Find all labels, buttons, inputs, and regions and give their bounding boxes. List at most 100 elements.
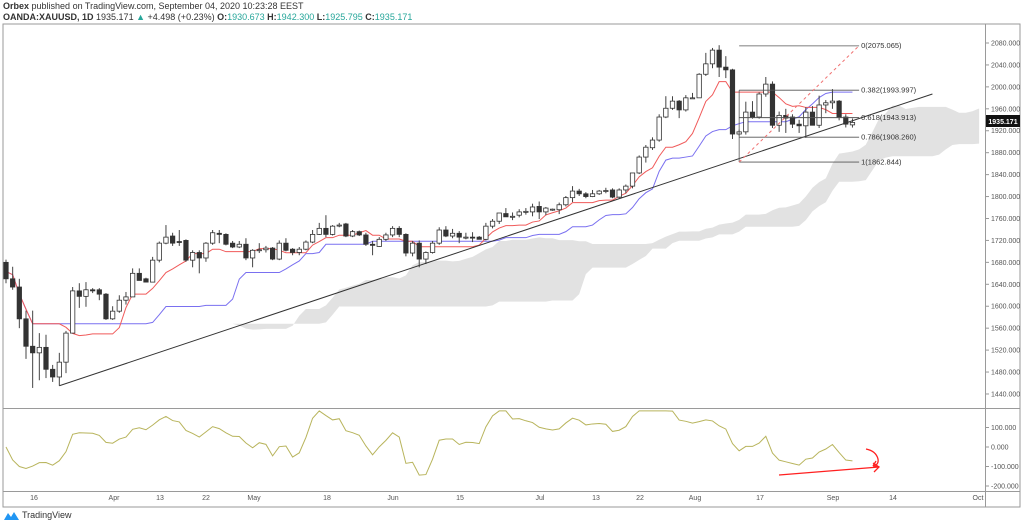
drawings[interactable]: 0(2075.065) 0.382(1993.997) 0.618(1943.913… [59, 41, 933, 387]
candle [449, 228, 456, 239]
candle-body [83, 289, 89, 297]
candle-body [309, 233, 316, 243]
candle-body [643, 146, 649, 158]
time-tick-label: Jun [387, 495, 398, 502]
candle-body [10, 278, 16, 288]
candle [343, 222, 349, 238]
candle-body [43, 346, 49, 370]
time-axis[interactable]: 16 Apr 13 22 May 18 Jun 15 Jul 13 22 Aug 17 Sep 14 Oct [30, 495, 983, 502]
candle [303, 240, 309, 251]
candle-body [63, 332, 69, 363]
candle [789, 114, 796, 129]
time-tick-label: 22 [636, 495, 644, 502]
candle-body [356, 231, 362, 236]
candle-body [30, 345, 36, 354]
last-price-badge: 1935.171 [986, 115, 1020, 127]
oscillator-axis[interactable]: 100.000 0.000 -100.000 -200.000 [985, 425, 1019, 491]
candle [596, 189, 602, 195]
candle [809, 106, 816, 126]
candle [203, 242, 209, 262]
candle [276, 240, 282, 261]
candle-body [483, 225, 489, 240]
candle [309, 230, 316, 244]
candle-body [130, 272, 136, 298]
candle [563, 196, 569, 207]
candle-body [489, 220, 496, 227]
candle-body [203, 242, 209, 259]
published-text: published on TradingView.com, September … [31, 1, 304, 11]
time-tick-label: 22 [202, 495, 210, 502]
candle-body [703, 63, 709, 75]
candle [56, 352, 62, 386]
candle [649, 137, 656, 150]
candle [163, 225, 169, 245]
candle-body [649, 139, 656, 149]
tradingview-brand[interactable]: TradingView [22, 510, 72, 520]
candle [329, 225, 336, 236]
candle [256, 243, 262, 254]
candle [23, 310, 29, 359]
candle-body [443, 229, 449, 237]
candle [136, 268, 142, 281]
candle [763, 77, 769, 97]
candle-body [116, 299, 122, 312]
cloud-area [179, 105, 980, 330]
candle [489, 219, 496, 229]
trendline[interactable] [59, 93, 933, 387]
candle [156, 241, 162, 263]
candle [569, 186, 576, 203]
oscillator-tick-label: -100.000 [991, 464, 1019, 471]
candle [849, 118, 856, 128]
candle-body [723, 66, 729, 71]
candle-body [743, 111, 749, 133]
candle-body [263, 247, 269, 251]
price-tick-label: 1840.000 [991, 172, 1020, 179]
candle-body [190, 252, 196, 261]
candle-body [823, 102, 829, 106]
candle [190, 250, 196, 268]
time-tick-label: Apr [109, 495, 121, 502]
candle [349, 230, 356, 238]
time-tick-label: 14 [889, 495, 897, 502]
candle-body [16, 286, 22, 320]
candle [576, 188, 582, 197]
red-curved-arrow-down [865, 448, 879, 467]
candle [210, 230, 216, 245]
candle-body [143, 278, 149, 283]
symbol-name[interactable]: OANDA:XAUUSD, 1D [3, 12, 94, 22]
candle [523, 208, 529, 215]
candle [183, 239, 189, 262]
candle [476, 236, 482, 240]
oscillator-tick-label: 100.000 [991, 425, 1016, 432]
candle-body [563, 197, 569, 206]
candle [90, 288, 96, 294]
open-value: 1930.673 [227, 12, 265, 22]
price-tick-label: 1760.000 [991, 216, 1020, 223]
candle-body [569, 190, 576, 199]
candle-body [583, 193, 589, 197]
candle-body [170, 235, 176, 244]
candle-body [90, 289, 96, 292]
candle-body [289, 248, 296, 253]
candle-body [616, 189, 622, 198]
candle-body [383, 234, 389, 240]
candle [529, 203, 536, 217]
candle-body [416, 242, 422, 260]
candle-body [816, 104, 822, 126]
fib-level-label: 0.786(1908.260) [861, 133, 917, 142]
candle-body [136, 272, 142, 281]
price-tick-label: 1600.000 [991, 304, 1020, 311]
candle [629, 172, 636, 189]
candle-body [716, 49, 722, 68]
chart-border [2, 23, 1021, 508]
candle-body [70, 290, 76, 334]
candle [283, 238, 289, 252]
candle-body [556, 204, 562, 211]
candle [143, 277, 149, 283]
price-tick-label: 1480.000 [991, 370, 1020, 377]
time-tick-label: 16 [30, 495, 38, 502]
price-axis[interactable]: 2080.000 2040.000 2000.000 1960.000 1920.000… [985, 41, 1021, 399]
candle [769, 81, 776, 129]
candle-body [176, 241, 182, 243]
